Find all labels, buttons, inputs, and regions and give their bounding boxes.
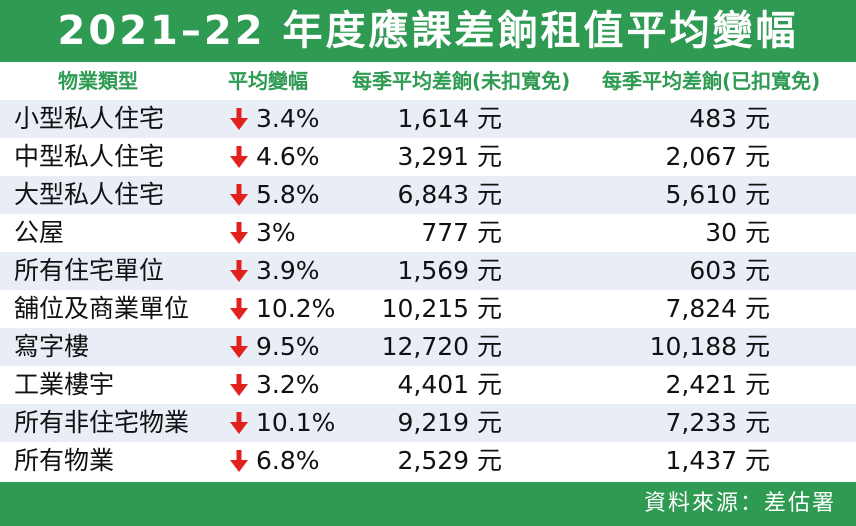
change-value: 9.5% [256,332,320,361]
rates-before-relief: 3,291 元 [397,142,502,171]
arrow-down-icon-graphic [230,412,248,434]
arrow-down-icon [230,442,248,480]
arrow-down-icon [230,176,248,214]
arrow-down-icon [230,404,248,442]
header-category: 物業類型 [58,69,138,93]
rates-before-relief: 9,219 元 [397,408,502,437]
arrow-down-icon-graphic [230,146,248,168]
change-value: 3.4% [256,104,320,133]
category-label: 小型私人住宅 [14,104,165,133]
change-value: 6.8% [256,446,320,475]
table-row: 所有物業 6.8% 2,529 元 1,437 元 [0,442,856,480]
rates-after-relief: 7,824 元 [665,294,770,323]
arrow-down-icon-graphic [230,298,248,320]
category-label: 所有住宅單位 [14,256,165,285]
arrow-down-icon-graphic [230,336,248,358]
arrow-down-icon [230,328,248,366]
rates-after-relief: 1,437 元 [665,446,770,475]
change-value: 3.9% [256,256,320,285]
table-row: 公屋 3% 777 元 30 元 [0,214,856,252]
header-rates-after-relief: 每季平均差餉(已扣寬免) [602,69,821,93]
table-row: 寫字樓 9.5% 12,720 元 10,188 元 [0,328,856,366]
table-row: 所有住宅單位 3.9% 1,569 元 603 元 [0,252,856,290]
rates-after-relief: 7,233 元 [665,408,770,437]
arrow-down-icon [230,214,248,252]
arrow-down-icon [230,138,248,176]
category-label: 工業樓宇 [14,370,115,399]
change-value: 10.1% [256,408,336,437]
rates-after-relief: 2,421 元 [665,370,770,399]
table-header: 物業類型 平均變幅 每季平均差餉(未扣寬免) 每季平均差餉(已扣寬免) [0,63,856,99]
footer-bar: 資料來源：差估署 [0,482,856,526]
rates-after-relief: 603 元 [689,256,770,285]
rates-before-relief: 4,401 元 [397,370,502,399]
arrow-down-icon [230,290,248,328]
change-value: 10.2% [256,294,336,323]
arrow-down-icon-graphic [230,108,248,130]
source-note: 資料來源：差估署 [643,491,836,516]
arrow-down-icon-graphic [230,184,248,206]
category-label: 公屋 [14,218,65,247]
rates-after-relief: 5,610 元 [665,180,770,209]
table-row: 中型私人住宅 4.6% 3,291 元 2,067 元 [0,138,856,176]
category-label: 所有非住宅物業 [14,408,190,437]
table-row: 小型私人住宅 3.4% 1,614 元 483 元 [0,100,856,138]
category-label: 所有物業 [14,446,115,475]
arrow-down-icon-graphic [230,450,248,472]
rates-after-relief: 30 元 [705,218,770,247]
rates-after-relief: 10,188 元 [649,332,770,361]
rates-before-relief: 2,529 元 [397,446,502,475]
change-value: 5.8% [256,180,320,209]
arrow-down-icon [230,252,248,290]
category-label: 大型私人住宅 [14,180,165,209]
arrow-down-icon [230,100,248,138]
rates-before-relief: 12,720 元 [381,332,502,361]
table-row: 大型私人住宅 5.8% 6,843 元 5,610 元 [0,176,856,214]
chart-title: 2021–22 年度應課差餉租值平均變幅 [57,8,799,54]
rates-before-relief: 10,215 元 [381,294,502,323]
category-label: 中型私人住宅 [14,142,165,171]
header-rates-before-relief: 每季平均差餉(未扣寬免) [352,69,571,93]
rates-after-relief: 483 元 [689,104,770,133]
change-value: 4.6% [256,142,320,171]
arrow-down-icon-graphic [230,222,248,244]
rates-before-relief: 1,614 元 [397,104,502,133]
table-row: 工業樓宇 3.2% 4,401 元 2,421 元 [0,366,856,404]
table-row: 舖位及商業單位 10.2% 10,215 元 7,824 元 [0,290,856,328]
rates-after-relief: 2,067 元 [665,142,770,171]
rates-before-relief: 777 元 [421,218,502,247]
header-change: 平均變幅 [228,69,308,93]
category-label: 舖位及商業單位 [14,294,190,323]
table-row: 所有非住宅物業 10.1% 9,219 元 7,233 元 [0,404,856,442]
change-value: 3.2% [256,370,320,399]
table-body: 小型私人住宅 3.4% 1,614 元 483 元中型私人住宅 4.6% 3,291 元 2… [0,100,856,480]
category-label: 寫字樓 [14,332,90,361]
rates-before-relief: 1,569 元 [397,256,502,285]
change-value: 3% [256,218,296,247]
arrow-down-icon-graphic [230,374,248,396]
arrow-down-icon-graphic [230,260,248,282]
title-bar: 2021–22 年度應課差餉租值平均變幅 [0,0,856,62]
rates-before-relief: 6,843 元 [397,180,502,209]
arrow-down-icon [230,366,248,404]
